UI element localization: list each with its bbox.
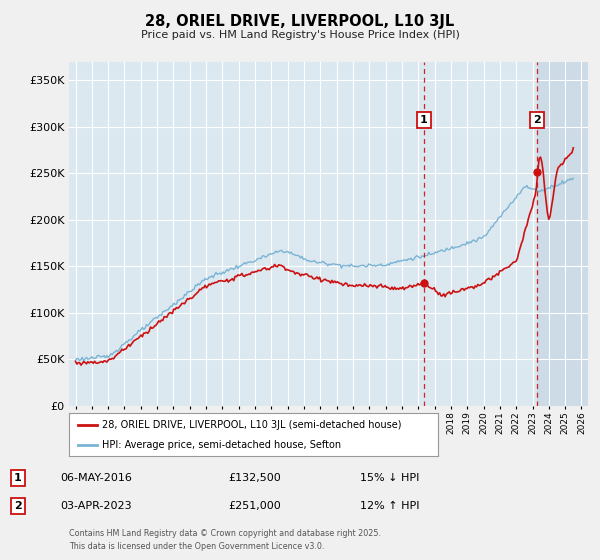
Text: Price paid vs. HM Land Registry's House Price Index (HPI): Price paid vs. HM Land Registry's House … xyxy=(140,30,460,40)
Text: 1: 1 xyxy=(420,115,428,125)
Point xyxy=(419,278,429,287)
Bar xyxy=(537,62,588,406)
Text: 15% ↓ HPI: 15% ↓ HPI xyxy=(360,473,419,483)
Text: 12% ↑ HPI: 12% ↑ HPI xyxy=(360,501,419,511)
Text: HPI: Average price, semi-detached house, Sefton: HPI: Average price, semi-detached house,… xyxy=(102,441,341,450)
Text: 28, ORIEL DRIVE, LIVERPOOL, L10 3JL: 28, ORIEL DRIVE, LIVERPOOL, L10 3JL xyxy=(145,14,455,29)
Text: 28, ORIEL DRIVE, LIVERPOOL, L10 3JL (semi-detached house): 28, ORIEL DRIVE, LIVERPOOL, L10 3JL (sem… xyxy=(102,420,402,430)
Text: £251,000: £251,000 xyxy=(228,501,281,511)
Text: 2: 2 xyxy=(533,115,541,125)
Text: £132,500: £132,500 xyxy=(228,473,281,483)
Bar xyxy=(537,62,588,406)
Text: Contains HM Land Registry data © Crown copyright and database right 2025.
This d: Contains HM Land Registry data © Crown c… xyxy=(69,529,381,550)
Text: 03-APR-2023: 03-APR-2023 xyxy=(60,501,131,511)
Text: 06-MAY-2016: 06-MAY-2016 xyxy=(60,473,132,483)
Text: 2: 2 xyxy=(14,501,22,511)
Point xyxy=(532,168,542,177)
Text: 1: 1 xyxy=(14,473,22,483)
